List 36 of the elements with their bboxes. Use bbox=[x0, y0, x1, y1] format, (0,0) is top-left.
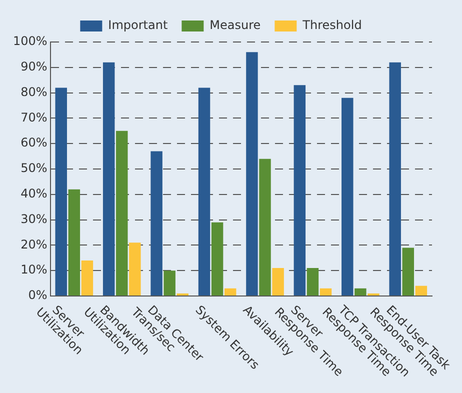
bar bbox=[272, 268, 284, 296]
bar bbox=[306, 268, 319, 296]
bar bbox=[259, 158, 271, 296]
y-tick-label: 50% bbox=[20, 161, 48, 176]
bar bbox=[55, 88, 67, 296]
bar bbox=[150, 151, 162, 296]
bar bbox=[294, 85, 306, 296]
y-tick-label: 0% bbox=[28, 288, 48, 302]
y-tick-label: 100% bbox=[12, 34, 48, 48]
y-tick-label: 60% bbox=[20, 136, 48, 150]
bar bbox=[81, 260, 94, 296]
bar bbox=[342, 98, 354, 296]
bar bbox=[102, 62, 115, 296]
legend-label: Measure bbox=[210, 18, 261, 32]
bar bbox=[354, 288, 366, 296]
bar bbox=[389, 62, 401, 296]
bar bbox=[246, 52, 258, 296]
y-tick-label: 90% bbox=[20, 60, 48, 74]
y-tick-label: 10% bbox=[20, 262, 48, 277]
bar bbox=[211, 222, 224, 296]
bar bbox=[402, 248, 414, 296]
y-tick-label: 70% bbox=[20, 110, 48, 124]
legend-label: Important bbox=[108, 18, 168, 32]
y-tick-label: 80% bbox=[20, 84, 48, 99]
y-tick-label: 30% bbox=[20, 212, 48, 226]
y-tick-label: 20% bbox=[20, 237, 48, 252]
bar bbox=[129, 242, 141, 296]
bar bbox=[415, 286, 428, 296]
bar bbox=[320, 288, 332, 296]
bar bbox=[224, 288, 236, 296]
legend-label: Threshold bbox=[302, 18, 362, 32]
bar bbox=[68, 189, 80, 296]
bar bbox=[198, 88, 210, 296]
bar bbox=[116, 130, 128, 296]
bar bbox=[164, 270, 176, 296]
y-tick-label: 40% bbox=[20, 186, 48, 201]
